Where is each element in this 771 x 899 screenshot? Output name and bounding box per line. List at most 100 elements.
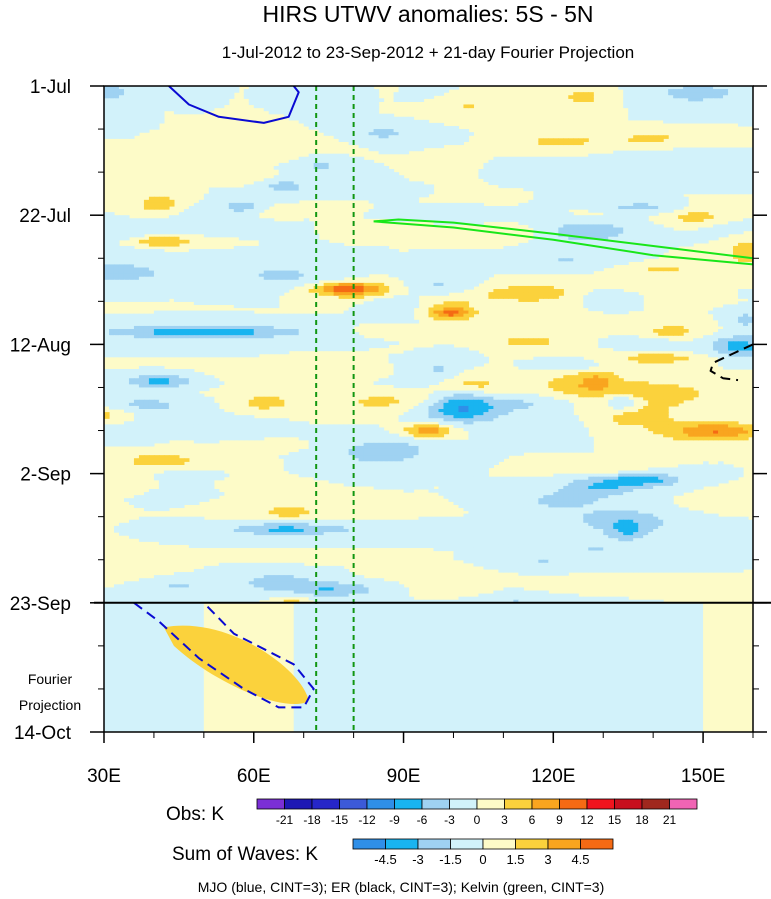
field-cell	[658, 138, 664, 142]
field-cell	[143, 252, 150, 256]
field-cell	[328, 92, 335, 96]
field-cell	[398, 132, 405, 136]
field-cell	[448, 205, 455, 210]
field-cell	[633, 135, 639, 139]
field-cell	[368, 159, 375, 164]
field-cell	[578, 141, 584, 146]
field-cell	[208, 95, 215, 99]
field-cell	[338, 255, 345, 259]
field-cell	[373, 196, 380, 201]
field-cell	[108, 125, 115, 130]
field-cell	[388, 209, 395, 213]
field-cell	[303, 172, 310, 176]
field-cell	[168, 236, 175, 241]
field-cell	[728, 224, 734, 229]
field-cell	[273, 193, 280, 198]
field-cell	[113, 227, 120, 232]
field-cell	[113, 221, 120, 226]
field-cell	[133, 86, 140, 90]
field-cell	[104, 212, 110, 216]
field-cell	[158, 101, 165, 106]
field-cell	[538, 169, 544, 173]
field-cell	[708, 150, 714, 155]
field-cell	[338, 175, 345, 179]
field-cell	[378, 209, 385, 213]
field-cell	[728, 86, 734, 90]
field-cell	[723, 224, 729, 229]
field-cell	[333, 129, 340, 133]
field-cell	[478, 261, 485, 266]
field-cell	[523, 264, 529, 269]
field-cell	[308, 245, 315, 250]
field-cell	[633, 89, 639, 93]
field-cell	[253, 190, 260, 195]
field-cell	[123, 95, 130, 99]
field-cell	[403, 98, 410, 102]
field-cell	[718, 227, 724, 232]
field-cell	[493, 264, 499, 269]
field-cell	[153, 227, 160, 232]
field-cell	[713, 165, 719, 170]
field-cell	[283, 165, 290, 170]
field-cell	[193, 218, 200, 222]
field-cell	[128, 92, 135, 96]
field-cell	[238, 249, 245, 253]
field-cell	[238, 258, 245, 262]
field-cell	[333, 104, 340, 109]
field-cell	[608, 169, 614, 173]
field-cell	[703, 227, 709, 232]
field-cell	[518, 261, 524, 266]
field-cell	[343, 113, 350, 118]
field-cell	[153, 125, 160, 130]
field-cell	[333, 135, 340, 139]
field-cell	[328, 264, 335, 269]
field-cell	[373, 92, 380, 96]
field-cell	[363, 255, 370, 259]
field-cell	[283, 261, 290, 266]
field-cell	[228, 249, 235, 253]
field-cell	[728, 178, 734, 182]
field-cell	[273, 261, 280, 266]
field-cell	[743, 147, 749, 152]
field-cell	[488, 249, 494, 253]
field-cell	[558, 165, 564, 170]
field-cell	[104, 107, 110, 112]
field-cell	[393, 193, 400, 198]
field-cell	[368, 184, 375, 189]
field-cell	[413, 252, 420, 256]
field-cell	[693, 113, 699, 118]
field-cell	[613, 236, 619, 241]
field-cell	[628, 113, 634, 118]
field-cell	[728, 187, 734, 192]
field-cell	[263, 101, 270, 106]
field-cell	[438, 212, 445, 216]
field-cell	[678, 156, 684, 161]
field-cell	[228, 209, 235, 213]
field-cell	[303, 236, 310, 241]
field-cell	[408, 264, 415, 269]
field-cell	[718, 224, 724, 229]
field-cell	[333, 86, 340, 90]
field-cell	[348, 110, 355, 115]
field-cell	[113, 129, 120, 133]
field-cell	[683, 178, 689, 182]
field-cell	[383, 181, 390, 186]
field-cell	[678, 110, 684, 115]
field-cell	[238, 252, 245, 256]
field-cell	[308, 104, 315, 109]
field-cell	[433, 125, 440, 130]
field-cell	[658, 239, 664, 244]
field-cell	[303, 98, 310, 102]
field-cell	[108, 224, 115, 229]
field-cell	[193, 86, 200, 90]
field-cell	[618, 150, 624, 155]
field-cell	[658, 236, 664, 241]
field-cell	[708, 187, 714, 192]
field-cell	[598, 199, 604, 204]
field-cell	[353, 267, 360, 272]
field-cell	[223, 249, 230, 253]
field-cell	[153, 92, 160, 96]
field-cell	[263, 245, 270, 250]
field-cell	[143, 258, 150, 262]
field-cell	[593, 190, 599, 195]
